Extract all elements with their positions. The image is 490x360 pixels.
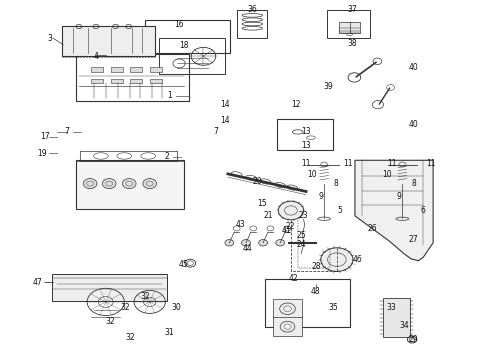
Text: 1: 1 — [167, 91, 171, 100]
Text: 6: 6 — [421, 206, 426, 215]
Text: 28: 28 — [311, 262, 320, 271]
Bar — [273, 300, 302, 318]
Ellipse shape — [225, 239, 234, 246]
Polygon shape — [355, 160, 433, 261]
Text: 46: 46 — [352, 255, 362, 264]
Bar — [91, 79, 103, 83]
Text: 14: 14 — [220, 100, 230, 109]
Bar — [91, 67, 103, 72]
Text: 25: 25 — [296, 231, 306, 240]
Text: 18: 18 — [179, 41, 189, 50]
Text: 24: 24 — [296, 240, 306, 249]
Text: 37: 37 — [347, 5, 357, 14]
Text: 40: 40 — [409, 120, 418, 129]
Bar — [273, 318, 302, 336]
Bar — [130, 67, 143, 72]
Text: 17: 17 — [40, 132, 49, 141]
Ellipse shape — [122, 179, 136, 189]
Bar — [159, 39, 225, 74]
Text: 48: 48 — [311, 287, 320, 296]
Ellipse shape — [278, 201, 304, 220]
Text: 11: 11 — [426, 159, 436, 168]
Text: 47: 47 — [32, 278, 42, 287]
Text: 43: 43 — [235, 220, 245, 229]
Text: 14: 14 — [220, 116, 230, 125]
Bar — [150, 79, 162, 83]
Ellipse shape — [259, 239, 268, 246]
Text: 30: 30 — [172, 303, 181, 312]
Text: 32: 32 — [140, 292, 149, 301]
Text: 21: 21 — [263, 211, 273, 220]
Ellipse shape — [102, 179, 116, 189]
Text: 29: 29 — [409, 335, 418, 344]
Text: 40: 40 — [409, 63, 418, 72]
Text: 15: 15 — [257, 199, 267, 208]
Text: 8: 8 — [333, 179, 338, 188]
Text: 8: 8 — [411, 179, 416, 188]
Text: 7: 7 — [213, 127, 218, 136]
Text: 22: 22 — [285, 222, 294, 231]
Bar — [265, 279, 350, 327]
Bar — [130, 79, 143, 83]
Ellipse shape — [83, 179, 97, 189]
Text: 31: 31 — [165, 328, 174, 337]
Bar — [52, 274, 167, 301]
Bar — [237, 10, 268, 39]
Text: 16: 16 — [174, 19, 184, 28]
Bar — [277, 119, 333, 149]
Text: 26: 26 — [367, 224, 377, 233]
Text: 32: 32 — [121, 303, 130, 312]
Text: 5: 5 — [338, 206, 343, 215]
Text: 12: 12 — [292, 100, 301, 109]
Bar — [76, 54, 189, 101]
Text: 9: 9 — [318, 192, 323, 201]
Polygon shape — [383, 298, 410, 337]
Text: 10: 10 — [308, 170, 317, 179]
Ellipse shape — [143, 179, 157, 189]
Bar — [145, 21, 230, 53]
Text: 11: 11 — [387, 159, 396, 168]
Ellipse shape — [321, 248, 353, 271]
Text: 11: 11 — [343, 159, 352, 168]
Bar — [339, 22, 360, 33]
Text: 39: 39 — [323, 82, 333, 91]
Ellipse shape — [276, 239, 285, 246]
Text: 38: 38 — [348, 39, 357, 48]
Text: 13: 13 — [301, 141, 311, 150]
Text: 27: 27 — [409, 235, 418, 244]
Bar — [62, 26, 155, 56]
Text: 9: 9 — [396, 192, 401, 201]
Text: 2: 2 — [165, 152, 169, 161]
Text: 23: 23 — [299, 211, 308, 220]
Text: 41: 41 — [282, 226, 292, 235]
Bar — [327, 10, 369, 39]
Text: 13: 13 — [301, 127, 311, 136]
Text: 32: 32 — [125, 333, 135, 342]
Text: 36: 36 — [247, 5, 257, 14]
Text: 11: 11 — [301, 159, 311, 168]
Text: 35: 35 — [328, 303, 338, 312]
Text: 34: 34 — [399, 321, 409, 330]
Text: 10: 10 — [382, 170, 392, 179]
Bar — [111, 79, 123, 83]
Text: 7: 7 — [64, 127, 69, 136]
Ellipse shape — [242, 239, 250, 246]
Bar — [111, 67, 123, 72]
Text: 20: 20 — [252, 177, 262, 186]
Bar — [150, 67, 162, 72]
Text: 42: 42 — [289, 274, 299, 283]
Text: 32: 32 — [106, 317, 116, 326]
Text: 19: 19 — [37, 149, 47, 158]
Text: 44: 44 — [243, 244, 252, 253]
Text: 45: 45 — [179, 260, 189, 269]
Bar — [76, 160, 184, 209]
Text: 4: 4 — [94, 52, 98, 61]
Text: 33: 33 — [387, 303, 396, 312]
Text: 3: 3 — [47, 34, 52, 43]
